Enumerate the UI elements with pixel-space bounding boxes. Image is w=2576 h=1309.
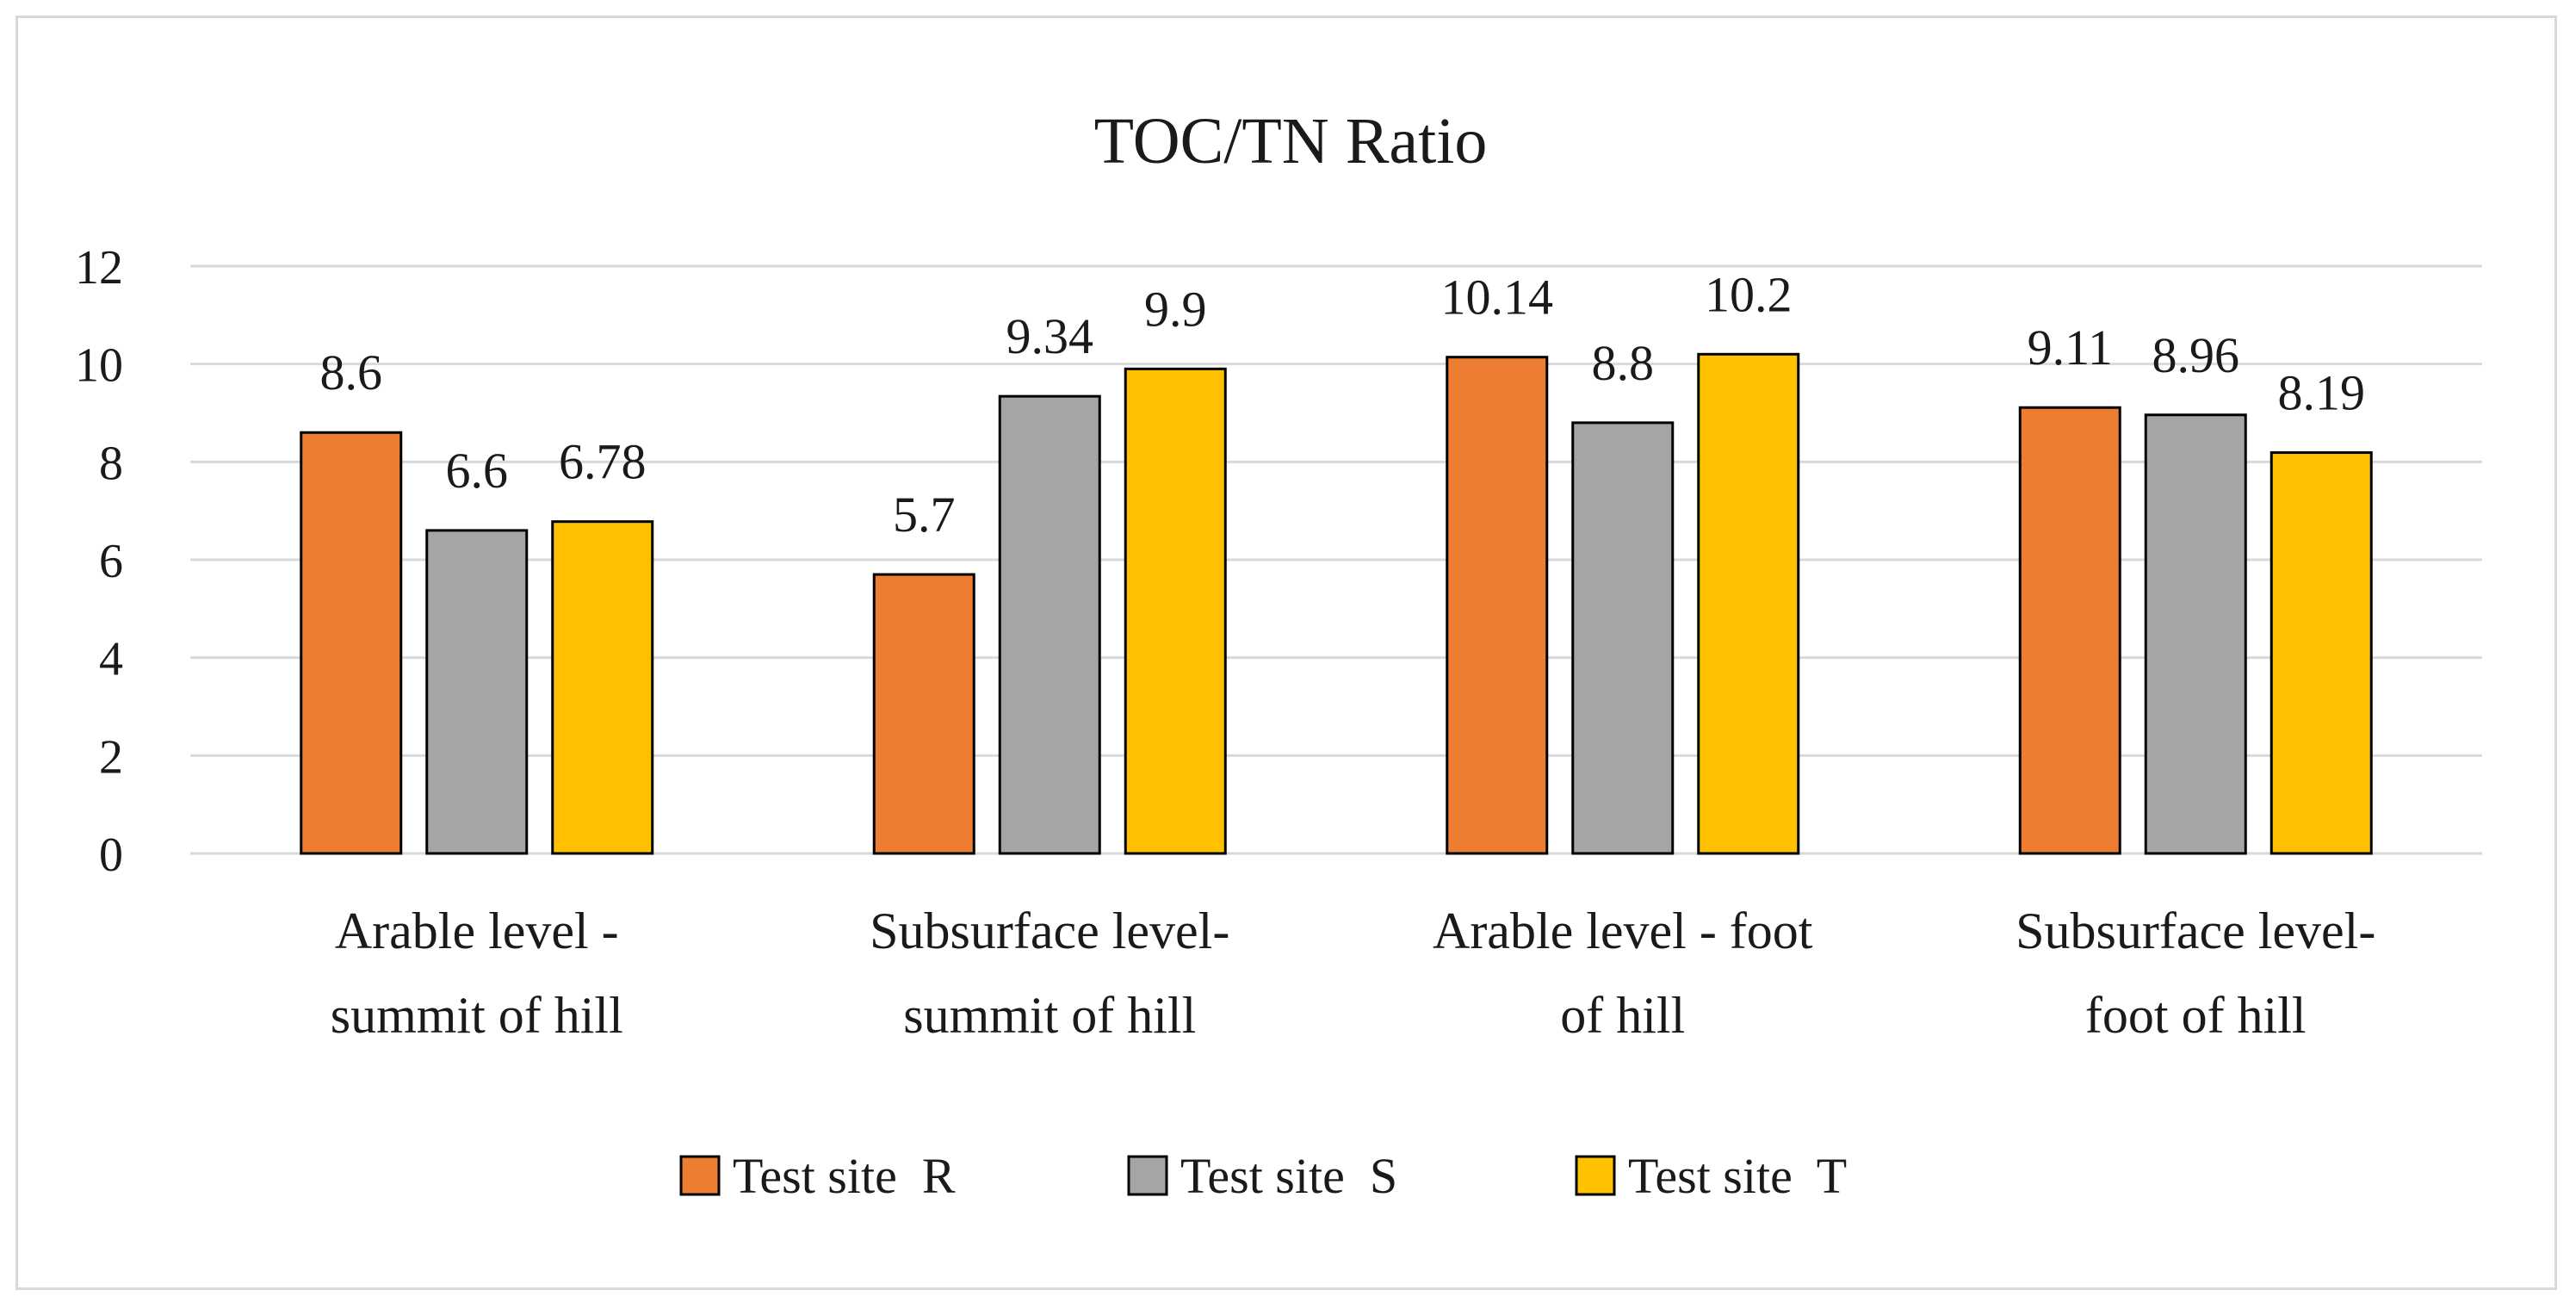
y-tick-label: 12 [75,241,123,295]
bar [300,431,403,855]
gridlines [190,264,2482,855]
chart-frame: TOC/TN Ratio 0 2 4 6 8 10 12 8.6 6.6 6.78 5.7 9.34… [15,16,2557,1290]
bar [425,529,529,855]
data-label: 8.19 [2278,365,2366,421]
data-label: 9.34 [1006,308,1094,364]
legend-label: Test site R [733,1148,956,1204]
x-tick-label: of hill [1560,987,1685,1044]
bar [1571,421,1675,855]
legend-swatch [679,1155,721,1196]
x-tick-label: Subsurface level- [870,903,1229,959]
x-tick-label: summit of hill [903,987,1196,1044]
data-label: 8.6 [320,344,383,400]
data-labels: 8.6 6.6 6.78 5.7 9.34 9.9 10.14 8.8 10.2 9.11 8.96… [320,266,2366,543]
x-tick-label: Subsurface level- [2016,903,2375,959]
x-tick-label: Arable level - foot [1433,903,1813,959]
bars [300,352,2373,855]
y-tick-label: 0 [99,828,123,882]
data-label: 5.7 [893,487,956,543]
bar [2269,451,2373,855]
data-label: 8.8 [1592,335,1655,391]
data-label: 10.14 [1441,270,1554,326]
x-axis-ticks: Arable level - summit of hill Subsurface l… [331,903,2376,1044]
chart-svg: TOC/TN Ratio 0 2 4 6 8 10 12 8.6 6.6 6.78 5.7 9.34… [75,105,2482,1204]
y-tick-label: 4 [99,633,123,686]
chart-title: TOC/TN Ratio [1094,105,1488,177]
data-label: 6.6 [446,443,509,499]
bar [1124,367,1227,855]
data-label: 9.11 [2028,319,2113,375]
data-label: 6.78 [559,434,647,490]
data-label: 10.2 [1705,266,1793,322]
y-tick-label: 8 [99,437,123,490]
legend: Test site R Test site S Test site T [679,1148,1847,1204]
legend-swatch [1575,1155,1616,1196]
bar [998,394,1101,855]
x-tick-label: summit of hill [331,987,623,1044]
x-tick-label: foot of hill [2085,987,2307,1044]
x-tick-label: Arable level - [335,903,619,959]
y-tick-label: 6 [99,535,123,588]
bar [2144,413,2247,855]
y-tick-label: 10 [75,339,123,393]
bar [551,520,654,855]
bar [1697,352,1800,855]
bar [872,573,975,855]
legend-swatch [1127,1155,1168,1196]
y-axis-ticks: 0 2 4 6 8 10 12 [75,241,123,882]
legend-label: Test site T [1628,1148,1847,1204]
y-tick-label: 2 [99,730,123,784]
data-label: 8.96 [2152,327,2240,383]
data-label: 9.9 [1144,281,1207,337]
legend-label: Test site S [1180,1148,1397,1204]
bar [2018,406,2121,855]
bar [1446,356,1549,855]
